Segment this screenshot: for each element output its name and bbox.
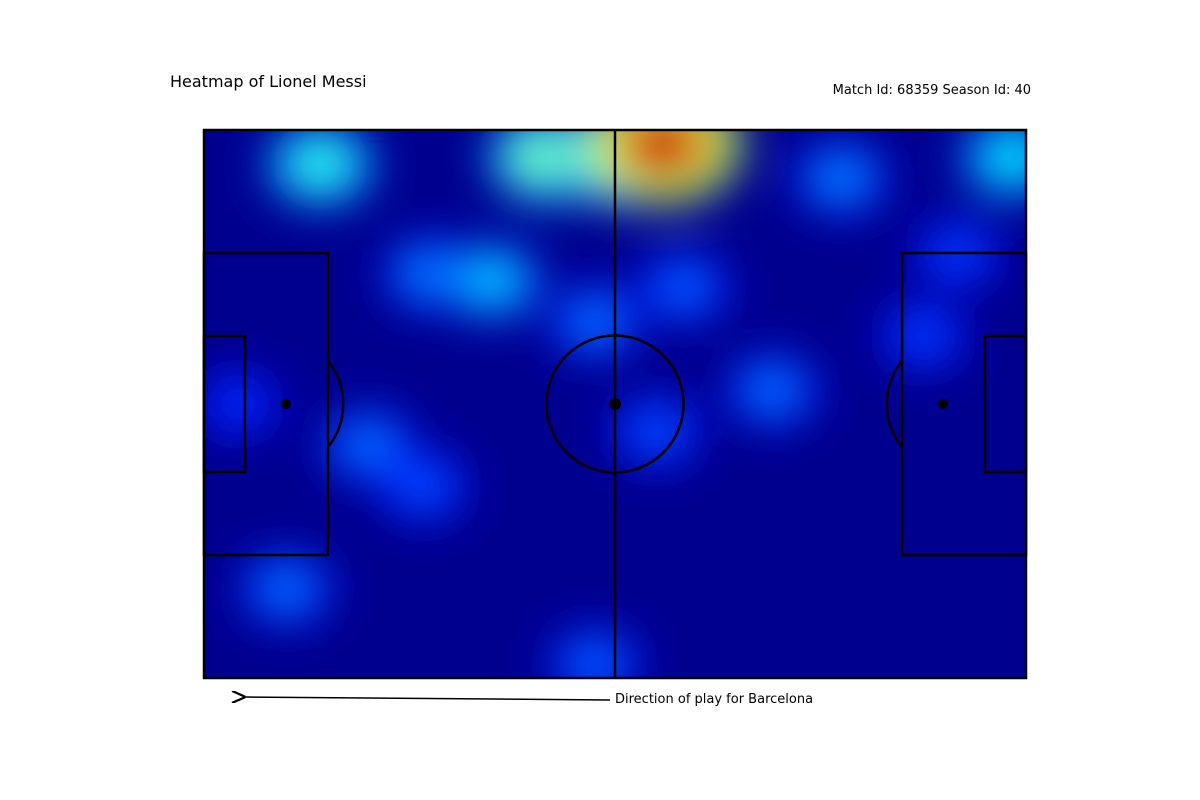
right-penalty-spot xyxy=(938,399,948,409)
heat-spot-13-layer-2 xyxy=(474,267,510,295)
heat-spot-3-layer-2 xyxy=(640,419,672,444)
heat-spot-5-layer-2 xyxy=(667,275,700,300)
direction-arrow xyxy=(244,697,611,700)
center-spot xyxy=(609,398,621,410)
heat-spot-12-layer-2 xyxy=(413,261,447,287)
heat-spot-9-layer-2 xyxy=(352,432,385,458)
heat-spot-6-layer-2 xyxy=(578,651,611,677)
left-penalty-arc xyxy=(327,360,345,448)
left-penalty-spot xyxy=(281,399,291,409)
right-six-yard-box xyxy=(983,334,1028,474)
heat-spot-11-layer-2 xyxy=(824,165,858,191)
heat-spot-10-layer-2 xyxy=(270,576,303,602)
heat-spot-14-layer-2 xyxy=(994,143,1026,172)
heat-spot-7-layer-2 xyxy=(578,309,611,335)
direction-of-play-label: Direction of play for Barcelona xyxy=(615,692,814,707)
heat-spot-18-layer-2 xyxy=(635,130,691,165)
match-info: Match Id: 68359 Season Id: 40 xyxy=(832,83,1031,98)
center-circle xyxy=(545,334,685,474)
heat-spot-15-layer-2 xyxy=(301,149,340,179)
right-penalty-arc xyxy=(885,360,903,448)
heat-spot-8-layer-2 xyxy=(756,377,789,403)
heat-spot-1-layer-2 xyxy=(907,323,939,348)
chart-title: Heatmap of Lionel Messi xyxy=(170,72,367,91)
heat-spot-4-layer-2 xyxy=(407,474,439,499)
left-six-yard-box xyxy=(202,334,247,474)
heat-spot-0-layer-2 xyxy=(223,392,254,416)
